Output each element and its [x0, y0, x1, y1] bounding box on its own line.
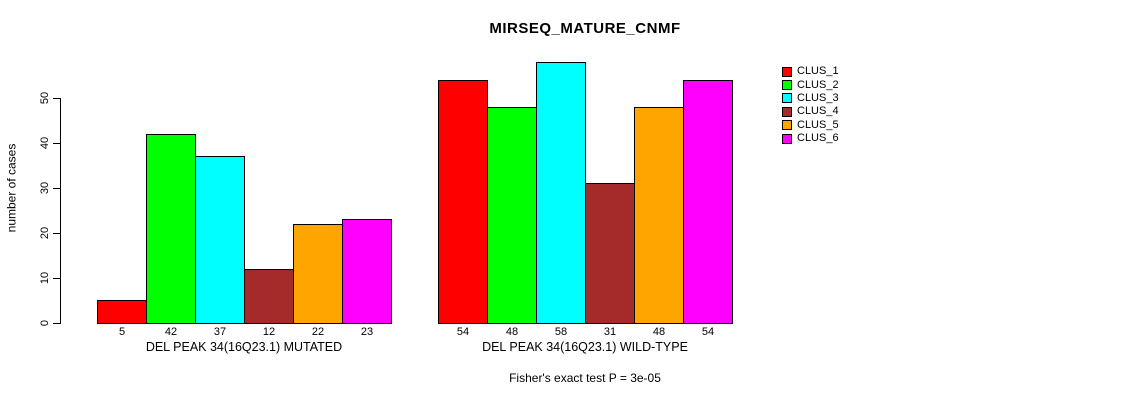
y-tick-mark [53, 323, 60, 324]
legend-swatch-icon [782, 133, 792, 144]
y-tick-mark [53, 143, 60, 144]
y-tick-mark [53, 188, 60, 189]
legend: CLUS_1 CLUS_2 CLUS_3 CLUS_4 CLUS_5 CLUS_6 [782, 65, 839, 145]
chart-title: MIRSEQ_MATURE_CNMF [489, 20, 681, 37]
bar-value-label: 5 [118, 326, 126, 338]
legend-label: CLUS_5 [797, 118, 839, 131]
legend-item: CLUS_2 [782, 78, 839, 91]
panel-1-xlabel: DEL PEAK 34(16Q23.1) MUTATED [145, 340, 343, 354]
y-tick-mark [53, 278, 60, 279]
y-tick-label: 30 [39, 181, 51, 195]
bar-clus_6-panel1 [342, 219, 392, 324]
legend-item: CLUS_4 [782, 105, 839, 118]
y-tick-label: 50 [39, 91, 51, 105]
bar-value-label: 12 [262, 326, 276, 338]
bar-clus_6-panel2 [683, 80, 733, 324]
bar-value-label: 31 [603, 326, 617, 338]
y-tick-label: 40 [39, 136, 51, 150]
y-axis-label: number of cases [4, 143, 19, 233]
legend-swatch-icon [782, 66, 792, 77]
bar-value-label: 42 [164, 326, 178, 338]
bar-clus_1-panel2 [438, 80, 488, 324]
y-tick-label: 20 [39, 226, 51, 240]
bar-clus_3-panel1 [195, 156, 245, 324]
legend-item: CLUS_3 [782, 92, 839, 105]
legend-item: CLUS_6 [782, 132, 839, 145]
legend-label: CLUS_4 [797, 105, 839, 118]
legend-label: CLUS_2 [797, 78, 839, 91]
y-tick-mark [53, 98, 60, 99]
footnote: Fisher's exact test P = 3e-05 [509, 371, 661, 385]
legend-item: CLUS_1 [782, 65, 839, 78]
legend-label: CLUS_1 [797, 65, 839, 78]
bar-clus_4-panel2 [585, 183, 635, 324]
bar-clus_3-panel2 [536, 62, 586, 324]
legend-item: CLUS_5 [782, 119, 839, 132]
bar-value-label: 48 [505, 326, 519, 338]
legend-swatch-icon [782, 106, 792, 117]
legend-swatch-icon [782, 120, 792, 131]
bar-value-label: 48 [652, 326, 666, 338]
y-axis-line [60, 98, 61, 324]
bar-value-label: 54 [456, 326, 470, 338]
bar-clus_4-panel1 [244, 269, 294, 324]
y-tick-label: 0 [39, 319, 51, 327]
y-tick-label: 10 [39, 271, 51, 285]
legend-label: CLUS_3 [797, 91, 839, 104]
bar-clus_2-panel2 [487, 107, 537, 324]
bar-value-label: 54 [701, 326, 715, 338]
legend-swatch-icon [782, 80, 792, 91]
bar-value-label: 23 [360, 326, 374, 338]
bar-clus_1-panel1 [97, 300, 147, 324]
panel-2-xlabel: DEL PEAK 34(16Q23.1) WILD-TYPE [482, 340, 688, 354]
bar-value-label: 58 [554, 326, 568, 338]
bar-value-label: 22 [311, 326, 325, 338]
bar-clus_5-panel1 [293, 224, 343, 324]
legend-label: CLUS_6 [797, 132, 839, 145]
bar-clus_2-panel1 [146, 134, 196, 324]
bar-value-label: 37 [213, 326, 227, 338]
y-tick-mark [53, 233, 60, 234]
bar-clus_5-panel2 [634, 107, 684, 324]
legend-swatch-icon [782, 93, 792, 104]
